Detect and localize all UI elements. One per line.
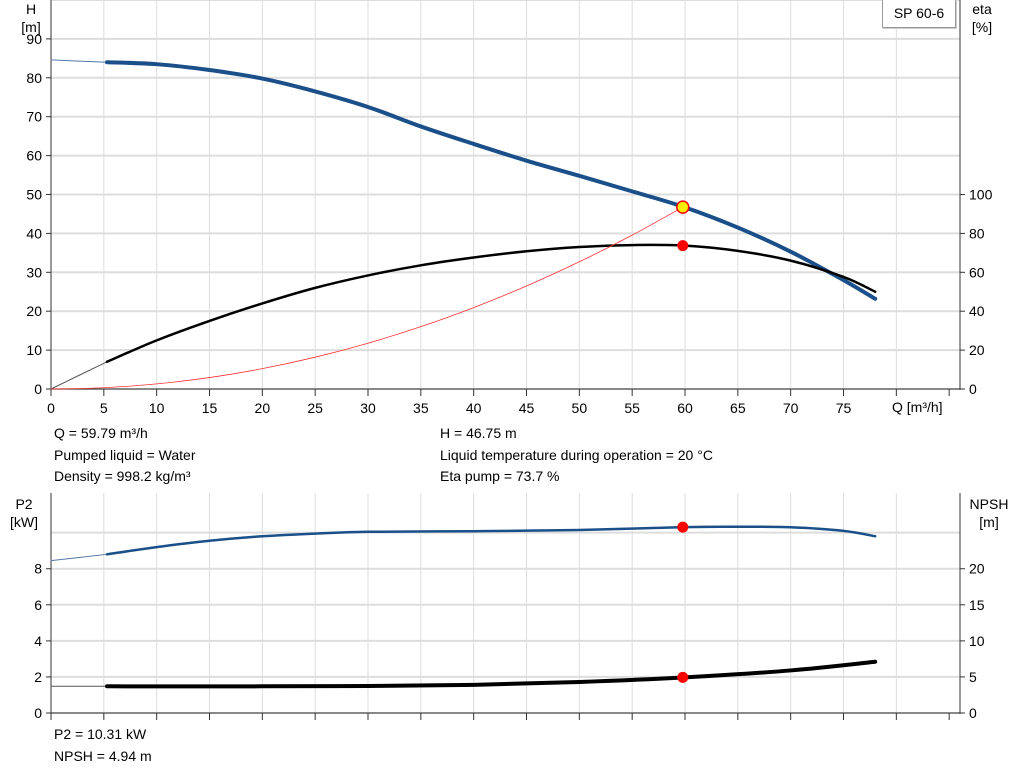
y-tick-label: 0 <box>34 381 42 397</box>
y2-tick-label: 10 <box>969 633 985 649</box>
eta-axis-unit: [%] <box>971 19 993 35</box>
series-npsh <box>105 659 878 689</box>
duty-point-p2 <box>677 521 689 533</box>
x-tick-label: 50 <box>572 400 588 416</box>
y-tick-label: 40 <box>26 225 42 241</box>
series-p2 <box>105 525 877 556</box>
info-eta: Eta pump = 73.7 % <box>440 468 560 484</box>
npsh-axis-label: NPSH <box>969 496 1009 512</box>
q-axis-label: Q [m³/h] <box>892 399 943 415</box>
x-tick-label: 45 <box>519 400 535 416</box>
y-tick-label: 6 <box>34 597 42 613</box>
eta-axis-label: eta <box>972 1 992 17</box>
chart-power-npsh: 0 2 4 6 8 0 5 10 15 20 <box>34 493 985 721</box>
y-tick-label: 4 <box>34 633 42 649</box>
y2-tick-label: 80 <box>969 225 985 241</box>
p2-axis-label: P2 <box>15 496 33 512</box>
series-head <box>105 60 878 301</box>
series-head-extrapolated <box>50 59 108 63</box>
x-tick-label: 30 <box>360 400 376 416</box>
x-tick-label: 5 <box>100 400 108 416</box>
x-tick-label: 0 <box>47 400 55 416</box>
y-tick-label: 50 <box>26 187 42 203</box>
x-tick-label: 10 <box>149 400 165 416</box>
info-temperature: Liquid temperature during operation = 20… <box>440 447 713 463</box>
y-tick-label: 20 <box>26 303 42 319</box>
y2-tick-label: 60 <box>969 264 985 280</box>
x-tick-label: 40 <box>466 400 482 416</box>
x-tick-label: 70 <box>783 400 799 416</box>
y-tick-label: 60 <box>26 148 42 164</box>
info-head: H = 46.75 m <box>440 425 517 441</box>
x-tick-label: 35 <box>413 400 429 416</box>
y-tick-label: 10 <box>26 342 42 358</box>
duty-point-npsh <box>677 671 689 683</box>
eta-axis-title: eta [%] <box>964 0 1000 36</box>
legend-pump-model: SP 60-6 <box>882 0 956 28</box>
duty-point-eta <box>677 240 689 252</box>
h-axis-label: H <box>25 1 37 17</box>
y-tick-label: 70 <box>26 109 42 125</box>
x-tick-label: 15 <box>202 400 218 416</box>
series-system <box>50 206 684 390</box>
info-p2: P2 = 10.31 kW <box>54 726 147 742</box>
y-tick-label: 0 <box>34 705 42 721</box>
y2-tick-label: 100 <box>969 187 993 203</box>
npsh-axis-title: NPSH [m] <box>964 495 1014 531</box>
y-tick-label: 80 <box>26 70 42 86</box>
y-tick-label: 30 <box>26 264 42 280</box>
x-tick-label: 60 <box>677 400 693 416</box>
p2-axis-unit: [kW] <box>10 514 38 530</box>
y2-tick-label: 0 <box>969 705 977 721</box>
y-tick-label: 2 <box>34 669 42 685</box>
p2-axis-title: P2 [kW] <box>4 495 44 531</box>
y-tick-label: 90 <box>26 31 42 47</box>
info-liquid: Pumped liquid = Water <box>54 447 196 463</box>
y2-tick-label: 0 <box>969 381 977 397</box>
x-tick-label: 55 <box>624 400 640 416</box>
series-eta <box>105 243 877 364</box>
npsh-axis-unit: [m] <box>979 514 999 530</box>
h-axis-title: H [m] <box>16 0 46 36</box>
info-flow: Q = 59.79 m³/h <box>54 425 148 441</box>
series-eta-extrapolated <box>50 361 108 390</box>
x-tick-label: 65 <box>730 400 746 416</box>
duty-point-head <box>676 200 690 214</box>
y2-tick-label: 5 <box>969 669 977 685</box>
series-p2-extrapolated <box>50 553 108 562</box>
y-tick-label: 8 <box>34 561 42 577</box>
y2-tick-label: 40 <box>969 303 985 319</box>
chart-head-eta: 0 5 10 15 20 25 30 35 40 45 50 55 60 65 70 75 0 10 20 30 40 5… <box>26 0 993 416</box>
y2-tick-label: 15 <box>969 597 985 613</box>
h-axis-unit: [m] <box>21 19 41 35</box>
info-density: Density = 998.2 kg/m³ <box>54 468 191 484</box>
y2-tick-label: 20 <box>969 342 985 358</box>
info-npsh: NPSH = 4.94 m <box>54 748 152 764</box>
x-tick-label: 75 <box>836 400 852 416</box>
x-tick-label: 25 <box>307 400 323 416</box>
y2-tick-label: 20 <box>969 561 985 577</box>
x-tick-label: 20 <box>255 400 271 416</box>
